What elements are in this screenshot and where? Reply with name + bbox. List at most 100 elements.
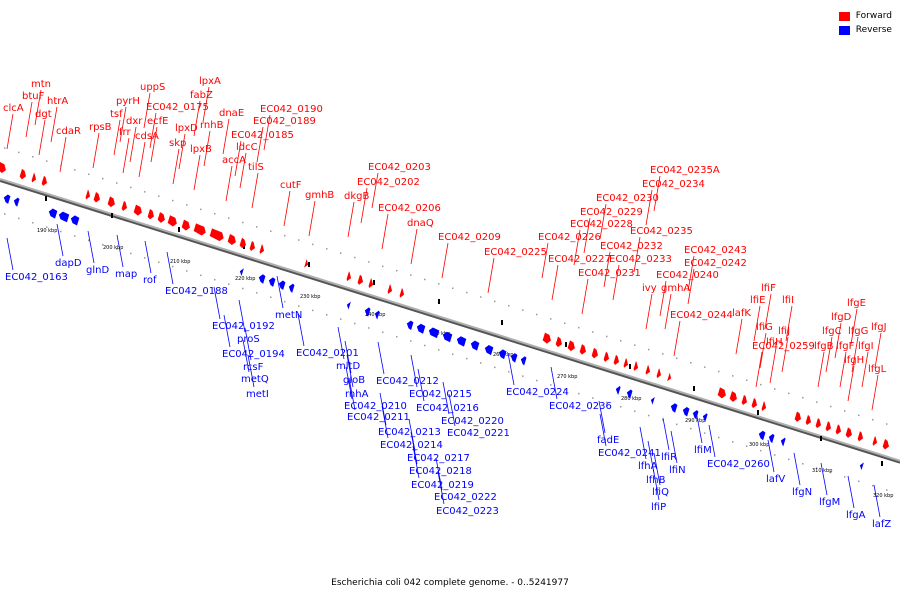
- guide-dot: [256, 226, 258, 228]
- guide-dot: [508, 305, 510, 307]
- reverse-gene: [278, 280, 286, 291]
- forward-leader-line: [381, 213, 389, 250]
- reverse-gene-label: EC042_0220: [441, 416, 504, 427]
- reverse-gene: [364, 307, 371, 317]
- forward-gene-label: ldcC: [236, 142, 258, 153]
- forward-gene: [19, 168, 26, 180]
- forward-gene: [399, 287, 405, 298]
- tick-mark: [178, 227, 180, 232]
- forward-gene-label: ecfE: [147, 116, 169, 127]
- forward-gene: [613, 354, 620, 365]
- guide-dot: [284, 300, 286, 303]
- forward-leader-line: [581, 278, 589, 315]
- forward-leader-line: [202, 86, 210, 123]
- guide-dot: [228, 283, 230, 285]
- guide-dot: [802, 397, 804, 399]
- forward-leader-line: [847, 365, 855, 402]
- reverse-gene-label: proS: [237, 334, 260, 345]
- tick-label: 250 kbp: [430, 331, 450, 337]
- reverse-gene-label: dapD: [55, 258, 82, 269]
- reverse-gene-label: EC042_0219: [411, 480, 474, 491]
- forward-gene-label: cutF: [280, 180, 302, 191]
- legend-forward-swatch: [838, 11, 850, 21]
- reverse-leader-line: [381, 405, 389, 439]
- forward-leader-line: [371, 172, 379, 209]
- guide-dot: [774, 454, 776, 456]
- reverse-gene: [692, 410, 699, 420]
- guide-dot: [354, 322, 356, 325]
- guide-dot: [130, 252, 132, 255]
- tick-label: 230 kbp: [300, 294, 320, 300]
- forward-gene: [259, 244, 265, 254]
- forward-gene: [667, 371, 672, 382]
- forward-gene: [227, 233, 236, 246]
- forward-leader-line: [612, 264, 620, 301]
- reverse-gene: [268, 277, 276, 287]
- guide-dot: [172, 265, 174, 268]
- reverse-gene: [702, 413, 708, 423]
- forward-gene: [555, 336, 562, 348]
- forward-leader-line: [851, 336, 859, 373]
- guide-dot: [284, 234, 286, 237]
- reverse-gene-label: lafV: [766, 474, 785, 485]
- reverse-leader-line: [344, 340, 352, 374]
- forward-gene-label: cdaR: [56, 126, 81, 137]
- forward-gene: [249, 240, 256, 252]
- guide-dot: [130, 186, 132, 189]
- guide-dot: [144, 191, 146, 193]
- reverse-leader-line: [56, 223, 64, 257]
- guide-dot: [564, 322, 566, 325]
- forward-gene-label: lfgC: [822, 326, 842, 337]
- reverse-leader-line: [695, 410, 703, 444]
- reverse-gene: [48, 208, 58, 219]
- tick-label: 270 kbp: [557, 374, 577, 380]
- backbone: [0, 180, 900, 464]
- forward-gene: [193, 223, 206, 236]
- forward-leader-line: [25, 101, 33, 138]
- forward-leader-line: [360, 187, 368, 224]
- forward-gene-label: lfgJ: [871, 322, 887, 333]
- forward-gene: [147, 208, 154, 220]
- guide-dot: [550, 318, 552, 320]
- forward-leader-line: [50, 106, 58, 143]
- guide-dot: [186, 270, 188, 272]
- guide-dot: [592, 397, 594, 399]
- reverse-gene: [626, 389, 633, 399]
- tick-mark: [308, 262, 310, 267]
- forward-leader-line: [573, 229, 581, 266]
- forward-gene-label: lfgD: [831, 312, 852, 323]
- tick-mark: [373, 280, 375, 285]
- forward-leader-line: [735, 318, 743, 355]
- guide-dot: [760, 383, 762, 386]
- forward-leader-line: [193, 100, 201, 137]
- guide-dot: [298, 239, 300, 241]
- tick-label: 220 kbp: [235, 276, 255, 282]
- reverse-gene-label: lfiN: [669, 465, 686, 476]
- reverse-gene: [442, 331, 453, 343]
- guide-dot: [382, 265, 384, 268]
- forward-leader-line: [122, 137, 130, 174]
- forward-gene-label: lfgF: [836, 341, 855, 352]
- reverse-gene: [768, 433, 775, 444]
- tick-label: 210 kbp: [170, 259, 190, 265]
- forward-leader-line: [839, 351, 847, 388]
- reverse-gene: [239, 268, 244, 277]
- reverse-leader-line: [507, 352, 515, 386]
- guide-dot: [102, 177, 104, 180]
- reverse-gene-label: lfgA: [846, 510, 866, 521]
- guide-dot: [732, 441, 734, 443]
- guide-dot: [46, 160, 48, 162]
- forward-gene: [857, 431, 864, 442]
- reverse-leader-line: [346, 354, 354, 388]
- forward-gene-label: EC042_0230: [596, 193, 659, 204]
- guide-dot: [746, 379, 748, 381]
- forward-gene-label: tilS: [248, 162, 264, 173]
- forward-leader-line: [861, 351, 869, 388]
- reverse-leader-line: [377, 341, 385, 375]
- guide-dot: [466, 357, 468, 360]
- reverse-gene: [416, 323, 426, 334]
- forward-gene-label: mtn: [31, 79, 51, 90]
- forward-gene: [542, 332, 551, 344]
- guide-dot: [634, 410, 636, 412]
- guide-dot: [396, 269, 398, 272]
